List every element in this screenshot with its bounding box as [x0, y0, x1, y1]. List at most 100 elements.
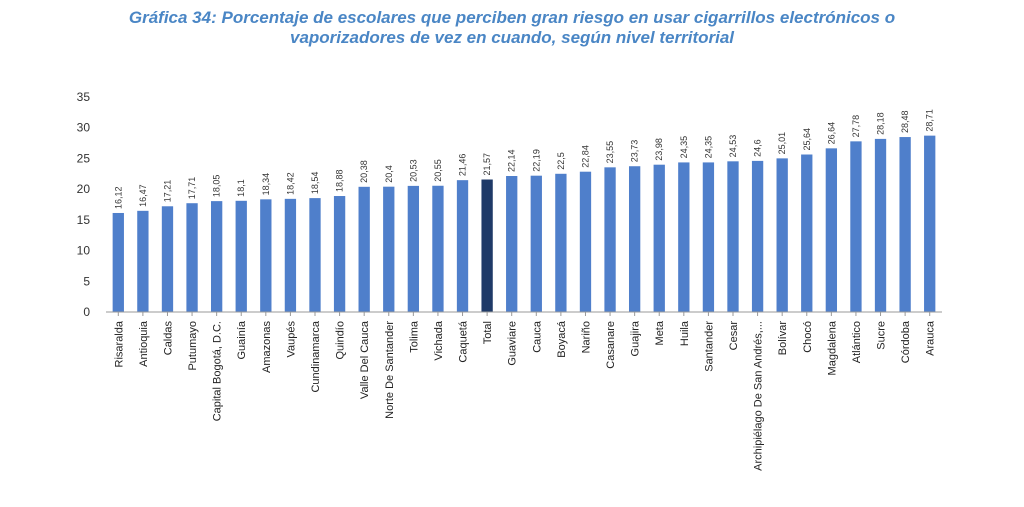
value-label: 16,47 — [138, 184, 148, 207]
bar-20 — [604, 167, 616, 312]
bar-18 — [555, 173, 567, 312]
value-label: 24,53 — [728, 135, 738, 158]
category-label: Atlántico — [851, 321, 863, 363]
y-tick-label: 25 — [77, 151, 91, 165]
value-label: 28,18 — [876, 112, 886, 135]
category-label: Vichada — [433, 320, 445, 360]
bar-33 — [924, 135, 936, 312]
y-tick-label: 20 — [77, 182, 91, 196]
value-label: 18,05 — [212, 175, 222, 198]
category-label: Chocó — [802, 321, 814, 353]
bar-2 — [161, 206, 174, 312]
value-label: 26,64 — [826, 122, 836, 145]
value-label: 23,73 — [630, 140, 640, 163]
bar-15 — [481, 179, 493, 312]
bar-26 — [751, 160, 764, 312]
value-label: 20,38 — [359, 160, 369, 183]
y-tick-label: 30 — [77, 121, 91, 135]
bar-1 — [137, 210, 149, 312]
value-label: 23,98 — [654, 138, 664, 161]
bar-4 — [210, 201, 223, 312]
category-label: Norte De Santander — [384, 321, 396, 419]
category-label: Santander — [703, 321, 715, 372]
x-axis: Risaralda Antioquia Caldas Putumayo Capital … — [106, 311, 942, 471]
category-label: Putumayo — [187, 321, 199, 371]
value-label: 22,84 — [580, 145, 590, 168]
category-label: Valle Del Cauca — [359, 320, 371, 399]
category-label: Bolívar — [777, 321, 789, 356]
y-axis: 0 5 10 15 20 25 30 35 — [77, 90, 91, 319]
y-tick-label: 0 — [83, 305, 90, 319]
category-label: Guaviare — [507, 321, 519, 366]
bar-12 — [407, 185, 420, 312]
y-tick-label: 5 — [83, 274, 90, 288]
chart-title-line-1: Gráfica 34: Porcentaje de escolares que … — [128, 8, 896, 27]
category-label: Boyacá — [556, 320, 568, 358]
value-label: 16,12 — [113, 186, 123, 209]
category-label: Caquetá — [458, 320, 470, 362]
category-label: Antioquia — [138, 320, 150, 367]
bar-0 — [112, 212, 124, 312]
category-label: Amazonas — [261, 321, 273, 373]
bar-7 — [284, 198, 297, 312]
bar-28 — [801, 154, 813, 312]
category-label: Meta — [654, 320, 666, 345]
value-label: 18,1 — [236, 179, 246, 197]
value-label: 22,5 — [556, 152, 566, 170]
y-tick-label: 10 — [77, 244, 91, 258]
value-label: 21,57 — [482, 153, 492, 176]
bar-14 — [456, 180, 469, 312]
y-tick-label: 35 — [77, 90, 91, 104]
bar-11 — [383, 186, 395, 312]
bar-27 — [776, 158, 788, 312]
bars — [112, 135, 936, 312]
value-labels: 16,12 16,47 17,21 17,71 18,05 18,1 18,34 18,42 1… — [113, 109, 934, 209]
category-label: Total — [482, 321, 494, 344]
category-label: Quindío — [335, 321, 347, 360]
value-label: 17,21 — [162, 180, 172, 203]
value-label: 25,01 — [777, 132, 787, 155]
value-label: 17,71 — [187, 177, 197, 200]
bar-29 — [825, 148, 838, 312]
value-label: 20,4 — [384, 165, 394, 183]
bar-6 — [260, 199, 272, 312]
value-label: 18,34 — [261, 173, 271, 196]
bar-10 — [358, 186, 370, 312]
value-label: 18,42 — [285, 172, 295, 195]
category-label: Cesar — [728, 321, 740, 351]
bar-24 — [702, 162, 715, 312]
bar-16 — [506, 176, 518, 312]
value-label: 18,54 — [310, 172, 320, 195]
category-label: Huila — [679, 320, 691, 346]
category-label: Archipiélago De San Andrés,... — [753, 321, 765, 471]
y-tick-label: 15 — [77, 213, 91, 227]
category-label: Arauca — [925, 320, 937, 356]
category-label: Vaupés — [285, 321, 297, 358]
bar-30 — [850, 141, 862, 312]
value-label: 23,55 — [605, 141, 615, 164]
category-label: Sucre — [876, 321, 888, 350]
chart-title: Gráfica 34: Porcentaje de escolares que … — [0, 8, 1024, 48]
value-label: 28,48 — [900, 111, 910, 134]
value-label: 20,55 — [433, 159, 443, 182]
chart-title-line-2: vaporizadores de vez en cuando, según ni… — [289, 28, 735, 47]
value-label: 20,53 — [408, 159, 418, 182]
bar-5 — [235, 200, 247, 312]
category-label: Cundinamarca — [310, 320, 322, 392]
bar-3 — [186, 203, 198, 312]
bar-19 — [579, 171, 592, 312]
bar-22 — [653, 164, 665, 312]
bar-32 — [899, 137, 911, 312]
category-label: Cauca — [531, 320, 543, 353]
value-label: 22,14 — [507, 149, 517, 172]
bar-31 — [874, 138, 887, 312]
category-label: Tolima — [408, 320, 420, 353]
bar-21 — [628, 166, 641, 312]
value-label: 24,35 — [703, 136, 713, 159]
value-label: 22,19 — [531, 149, 541, 172]
category-label: Casanare — [605, 321, 617, 369]
category-label: Capital Bogotá, D.C. — [212, 321, 224, 421]
category-label: Nariño — [580, 321, 592, 353]
category-label: Caldas — [162, 321, 174, 356]
